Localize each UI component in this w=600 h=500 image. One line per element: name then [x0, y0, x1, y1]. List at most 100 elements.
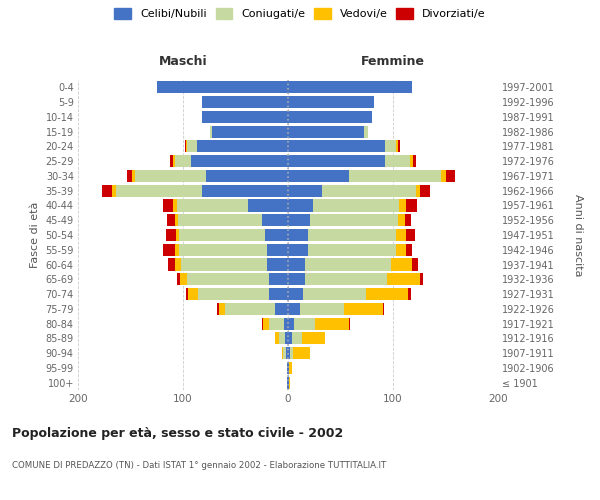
Bar: [102, 184, 112, 197]
Bar: [385, 155, 410, 167]
Bar: [308, 244, 396, 256]
Bar: [288, 303, 299, 315]
Bar: [396, 229, 406, 241]
Bar: [288, 376, 289, 388]
Bar: [391, 258, 412, 270]
Bar: [344, 303, 383, 315]
Bar: [278, 332, 285, 344]
Bar: [185, 140, 186, 152]
Bar: [186, 288, 188, 300]
Bar: [288, 318, 295, 330]
Bar: [131, 170, 134, 182]
Bar: [175, 155, 191, 167]
Bar: [197, 140, 288, 152]
Bar: [289, 362, 292, 374]
Bar: [179, 244, 267, 256]
Bar: [288, 229, 308, 241]
Bar: [187, 273, 269, 285]
Bar: [349, 170, 442, 182]
Bar: [288, 200, 313, 211]
Bar: [202, 184, 288, 197]
Text: COMUNE DI PREDAZZO (TN) - Dati ISTAT 1° gennaio 2002 - Elaborazione TUTTITALIA.I: COMUNE DI PREDAZZO (TN) - Dati ISTAT 1° …: [12, 460, 386, 469]
Bar: [269, 288, 288, 300]
Text: Popolazione per età, sesso e stato civile - 2002: Popolazione per età, sesso e stato civil…: [12, 428, 343, 440]
Bar: [202, 96, 288, 108]
Bar: [305, 258, 391, 270]
Bar: [180, 273, 187, 285]
Bar: [175, 244, 179, 256]
Bar: [181, 258, 267, 270]
Legend: Celibi/Nubili, Coniugati/e, Vedovi/e, Divorziati/e: Celibi/Nubili, Coniugati/e, Vedovi/e, Di…: [115, 8, 485, 19]
Bar: [127, 170, 131, 182]
Bar: [282, 347, 283, 359]
Bar: [176, 229, 179, 241]
Bar: [398, 140, 400, 152]
Bar: [302, 332, 325, 344]
Bar: [396, 244, 406, 256]
Bar: [308, 229, 396, 241]
Bar: [163, 200, 173, 211]
Bar: [288, 140, 385, 152]
Bar: [421, 273, 424, 285]
Bar: [179, 229, 265, 241]
Bar: [269, 318, 284, 330]
Bar: [410, 155, 413, 167]
Bar: [288, 155, 385, 167]
Bar: [364, 126, 368, 138]
Bar: [225, 303, 275, 315]
Bar: [168, 258, 175, 270]
Bar: [262, 318, 263, 330]
Bar: [322, 184, 416, 197]
Bar: [288, 111, 372, 123]
Bar: [406, 200, 417, 211]
Bar: [287, 362, 288, 374]
Bar: [267, 258, 288, 270]
Bar: [186, 140, 187, 152]
Bar: [303, 288, 366, 300]
Bar: [406, 229, 415, 241]
Bar: [166, 229, 176, 241]
Bar: [112, 184, 116, 197]
Bar: [290, 347, 293, 359]
Bar: [288, 126, 364, 138]
Bar: [408, 288, 411, 300]
Bar: [173, 155, 175, 167]
Bar: [210, 126, 212, 138]
Bar: [262, 214, 288, 226]
Bar: [288, 258, 305, 270]
Bar: [187, 140, 197, 152]
Bar: [404, 214, 411, 226]
Bar: [284, 318, 288, 330]
Bar: [288, 244, 308, 256]
Bar: [176, 200, 248, 211]
Bar: [263, 318, 269, 330]
Bar: [285, 332, 288, 344]
Bar: [157, 82, 288, 94]
Bar: [267, 244, 288, 256]
Y-axis label: Anni di nascita: Anni di nascita: [573, 194, 583, 276]
Bar: [289, 376, 290, 388]
Bar: [288, 96, 374, 108]
Bar: [293, 347, 310, 359]
Bar: [265, 229, 288, 241]
Bar: [198, 288, 269, 300]
Bar: [248, 200, 288, 211]
Bar: [316, 318, 349, 330]
Bar: [288, 332, 292, 344]
Bar: [217, 303, 218, 315]
Bar: [288, 362, 289, 374]
Bar: [173, 200, 176, 211]
Bar: [288, 184, 322, 197]
Bar: [178, 214, 262, 226]
Bar: [202, 111, 288, 123]
Bar: [398, 214, 404, 226]
Bar: [421, 184, 430, 197]
Bar: [288, 347, 290, 359]
Bar: [175, 258, 181, 270]
Bar: [396, 140, 398, 152]
Bar: [288, 273, 305, 285]
Bar: [349, 318, 350, 330]
Bar: [269, 273, 288, 285]
Bar: [305, 273, 387, 285]
Bar: [412, 258, 418, 270]
